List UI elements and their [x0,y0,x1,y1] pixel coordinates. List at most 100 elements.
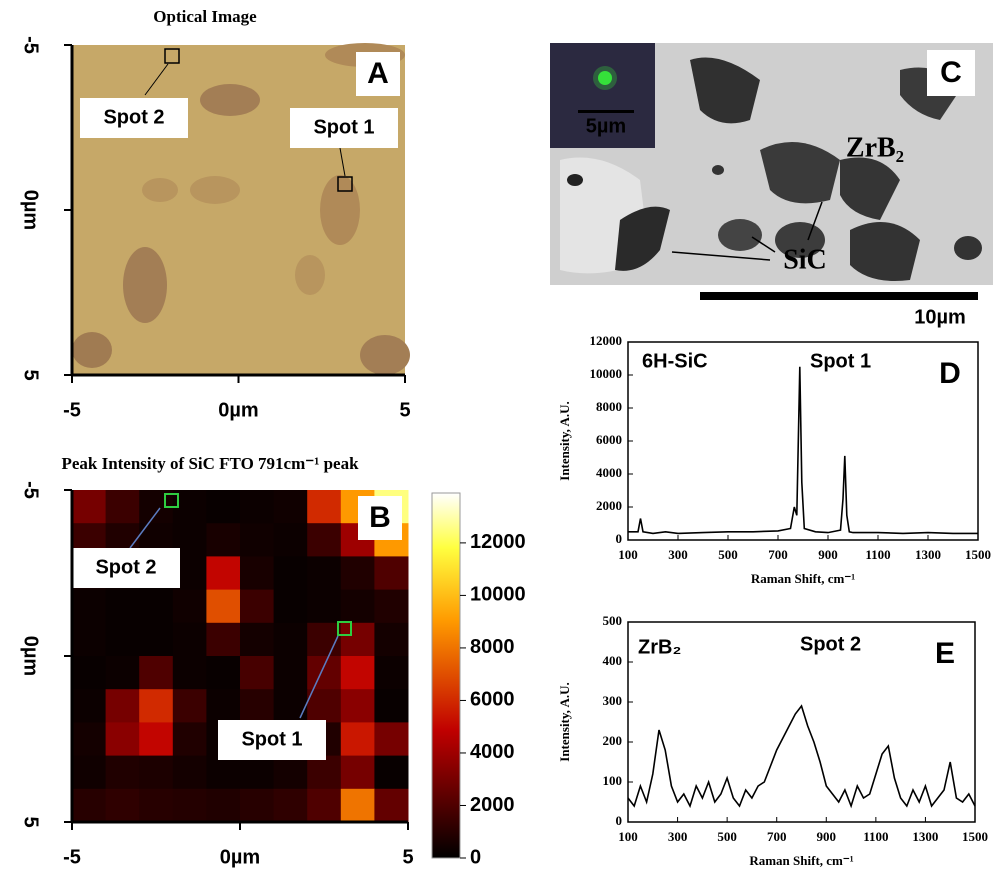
arrows [671,201,823,261]
heat-cell [273,589,308,624]
heat-cell [172,656,207,690]
label-box [356,52,400,96]
heat-cell [240,556,275,591]
colorbar-label: 0 [470,846,481,868]
title: Peak Intensity of SiC FTO 791cm⁻¹ peak [61,454,359,473]
x-tick-label: 500 [718,547,738,562]
y-tick-label: 12000 [590,333,623,348]
heat-cell [307,689,342,723]
heat-cell [240,689,275,723]
heat-cell [374,656,409,690]
y-tick-label: 200 [603,733,623,748]
spectrum-line [628,366,978,535]
y-tick-label: 0µm [20,190,42,230]
x-axis-label: Raman Shift, cm⁻¹ [751,571,855,586]
heat-cell [172,788,207,823]
y-tick-label: 0 [616,813,623,828]
heat-cell [340,589,375,624]
x-tick-label: 5 [399,399,410,421]
x-tick-label: 1100 [863,829,888,844]
label-box [290,108,398,148]
heat-cell [139,689,174,723]
heat-cell [72,689,107,723]
colorbar-label: 4000 [470,741,515,763]
heat-cell [374,722,409,757]
heat-cell [374,589,409,624]
annotation: Spot 2 [800,633,861,655]
heat-cell [307,656,342,690]
heat-cell [72,490,107,524]
y-axis-label: Intensity, A.U. [557,682,572,761]
heat-cell [307,556,342,591]
colorbar-label: 8000 [470,636,515,658]
colorbar-label: 2000 [470,794,515,816]
heat-cell [105,755,140,790]
arrow [339,147,346,177]
spot-marker [164,493,179,508]
y-tick-label: -5 [20,36,42,54]
x-tick-label: 0µm [220,846,260,868]
heat-cell [307,523,342,557]
x-tick-label: 100 [618,547,638,562]
x-tick-label: 0µm [218,399,258,421]
x-tick-label: 1500 [962,829,988,844]
scale-bar [700,292,978,300]
x-tick-label: 500 [717,829,737,844]
x-tick-label: 100 [618,829,638,844]
heat-cell [139,755,174,790]
y-tick-label: 100 [603,773,623,788]
heat-cell [340,755,375,790]
annotation: Spot 1 [241,728,302,750]
spot-marker [337,621,352,636]
heat-cell [340,556,375,591]
panel-label: B [369,501,391,534]
heat-cell [172,689,207,723]
annotation: Spot 2 [103,106,164,128]
heat-cell [206,523,241,557]
colorbar-label: 12000 [470,531,526,553]
y-tick-label: 2000 [596,498,622,513]
y-tick-label: 5 [20,816,42,827]
heat-cell [105,589,140,624]
heat-cell [139,788,174,823]
heat-cell [72,788,107,823]
y-tick-label: 8000 [596,399,622,414]
heat-cell [139,622,174,657]
colorbar-label: 6000 [470,689,515,711]
x-tick-label: 300 [668,547,688,562]
panel-label: E [935,637,955,670]
x-tick-label: 700 [768,547,788,562]
x-tick-label: 1300 [915,547,941,562]
y-tick-label: 5 [20,369,42,380]
annotation: 6H-SiC [642,350,708,372]
x-tick-label: 900 [817,829,837,844]
arrow [129,507,161,549]
heat-cell [105,490,140,524]
heat-cell [206,556,241,591]
spectrum-line [627,704,976,809]
heat-cell [340,689,375,723]
plot-frame [627,621,976,823]
y-tick-label: 500 [603,613,623,628]
y-tick-label: 4000 [596,465,622,480]
heat-cell [172,622,207,657]
heat-cell [139,722,174,757]
sem-image [550,43,993,285]
annotation: SiC [783,244,827,275]
x-tick-label: 1100 [865,547,890,562]
x-tick-label: -5 [63,399,81,421]
x-axis-label: Raman Shift, cm⁻¹ [749,853,853,868]
heat-cell [139,656,174,690]
panel-label: D [939,357,961,390]
heat-cell [105,622,140,657]
y-tick-label: 0µm [20,636,42,676]
heat-cell [72,722,107,757]
heat-cell [273,556,308,591]
heat-cell [374,556,409,591]
x-tick-label: 700 [767,829,787,844]
heat-cell [240,656,275,690]
annotation: Spot 2 [95,556,156,578]
heat-cell [340,788,375,823]
heat-cell [105,788,140,823]
heat-cell [273,523,308,557]
